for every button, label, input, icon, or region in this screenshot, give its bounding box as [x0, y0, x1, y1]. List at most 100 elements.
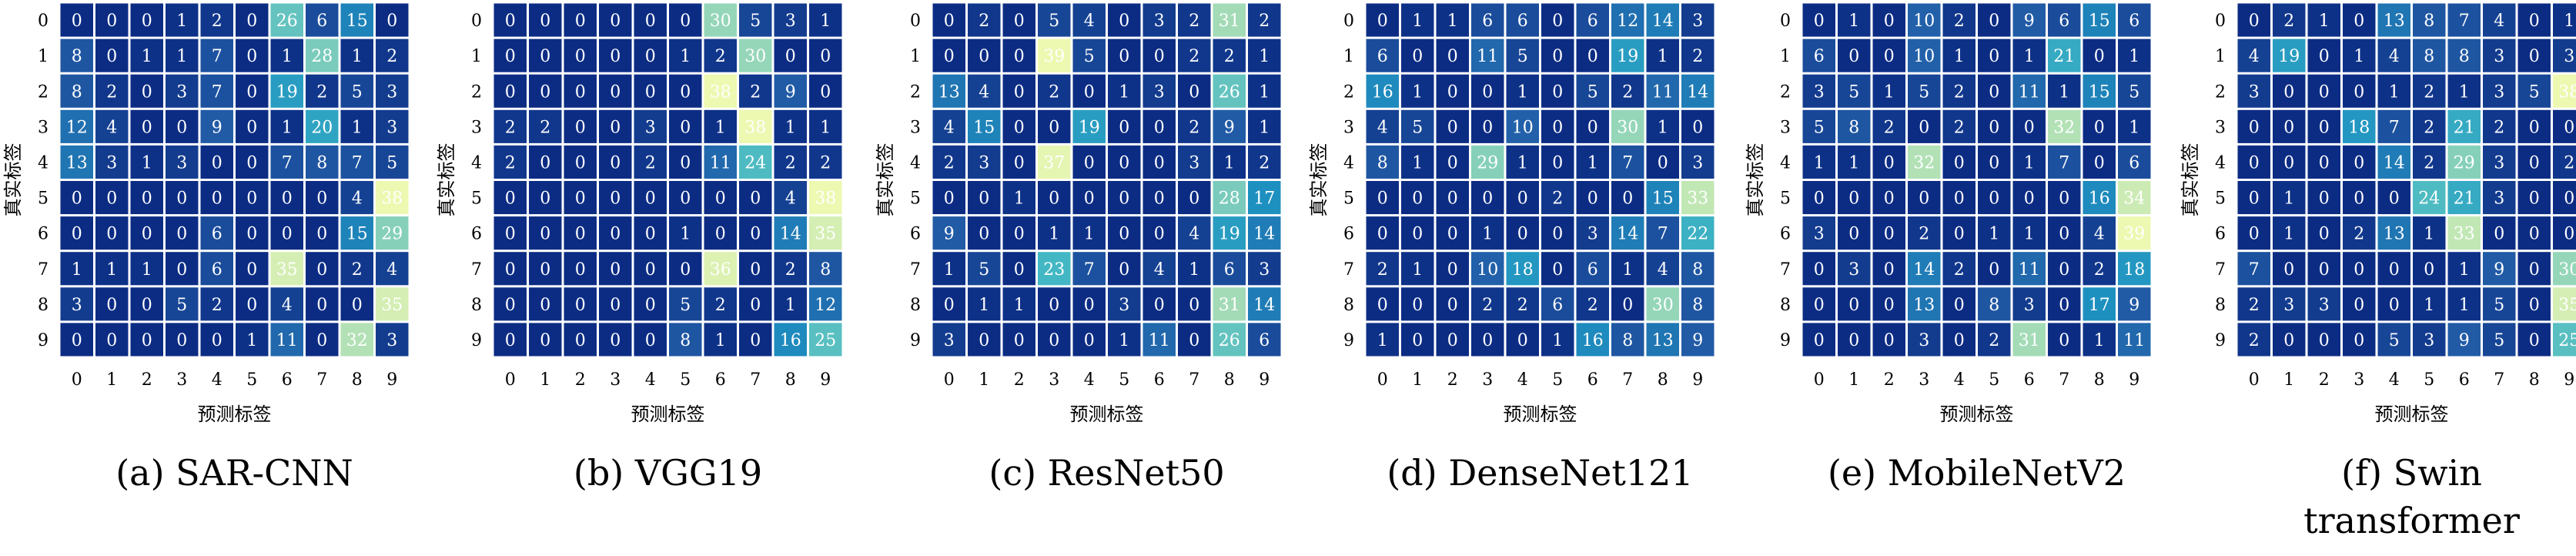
heatmap-cell	[1142, 39, 1176, 72]
heatmap-cell	[669, 3, 702, 37]
cell-value-label: 1	[2319, 12, 2330, 31]
heatmap-cell	[2012, 74, 2046, 108]
heatmap-cell	[1178, 287, 1211, 321]
cell-value-label: 0	[1447, 47, 1458, 66]
heatmap-cell	[2083, 109, 2116, 143]
cell-value-label: 2	[979, 12, 989, 31]
cell-value-label: 18	[2123, 260, 2145, 280]
y-tick-label: 8	[471, 296, 482, 315]
heatmap-cell	[1576, 323, 1609, 357]
cell-value-label: 8	[680, 331, 691, 350]
cell-value-label: 18	[2348, 118, 2370, 137]
cell-value-label: 1	[785, 296, 796, 315]
cell-value-label: 0	[1989, 260, 1999, 280]
cell-value-label: 0	[1989, 153, 1999, 172]
cell-value-label: 0	[610, 260, 621, 280]
cell-value-label: 35	[276, 260, 298, 280]
heatmap-cell	[1978, 109, 2011, 143]
heatmap-cell	[564, 39, 597, 72]
cell-value-label: 3	[1692, 153, 1703, 172]
heatmap-cell	[2012, 252, 2046, 286]
y-tick-label: 0	[471, 12, 482, 31]
heatmap-cell	[130, 3, 163, 37]
heatmap-cell	[60, 181, 93, 215]
cell-value-label: 0	[1517, 331, 1528, 350]
cell-value-label: 8	[72, 82, 82, 102]
heatmap-cell	[1838, 252, 1871, 286]
x-tick-label: 0	[72, 370, 82, 390]
heatmap-cell	[704, 109, 737, 143]
y-tick-label: 8	[2215, 296, 2226, 315]
heatmap-cell	[2343, 109, 2376, 143]
heatmap-cell	[1178, 216, 1211, 250]
cell-value-label: 10	[1477, 260, 1498, 280]
cell-value-label: 0	[1447, 153, 1458, 172]
cell-value-label: 0	[1884, 153, 1895, 172]
cell-value-label: 0	[645, 296, 656, 315]
x-tick-label: 1	[979, 370, 989, 390]
cell-value-label: 7	[1622, 153, 1633, 172]
cell-value-label: 0	[212, 189, 222, 209]
x-tick-label: 6	[715, 370, 726, 390]
cell-value-label: 1	[2059, 82, 2069, 102]
cell-value-label: 15	[1652, 189, 1674, 209]
heatmap-cell	[704, 181, 737, 215]
cell-value-label: 0	[2354, 153, 2364, 172]
x-tick-label: 3	[610, 370, 621, 390]
cell-value-label: 0	[1154, 118, 1165, 137]
cell-value-label: 0	[2094, 47, 2105, 66]
y-tick-label: 8	[910, 296, 921, 315]
x-tick-label: 8	[1224, 370, 1235, 390]
heatmap-cell	[1038, 181, 1071, 215]
cell-value-label: 4	[2249, 47, 2260, 66]
heatmap-cell	[1506, 109, 1539, 143]
cell-value-label: 24	[744, 153, 766, 172]
heatmap-cell	[270, 3, 303, 37]
cell-value-label: 7	[1084, 260, 1095, 280]
cell-value-label: 0	[1517, 225, 1528, 244]
y-tick-label: 1	[38, 47, 49, 66]
heatmap-cell	[200, 74, 233, 108]
subfigure-caption: (a) SAR-CNN	[115, 452, 353, 494]
heatmap-cell	[2553, 145, 2576, 179]
heatmap-cell	[340, 252, 373, 286]
heatmap-cell	[564, 145, 597, 179]
cell-value-label: 11	[710, 153, 731, 172]
cell-value-label: 15	[346, 225, 368, 244]
cell-value-label: 2	[715, 296, 726, 315]
cell-value-label: 19	[1079, 118, 1100, 137]
cell-value-label: 0	[246, 118, 257, 137]
heatmap-cell	[932, 109, 965, 143]
cell-value-label: 0	[645, 225, 656, 244]
heatmap-cell	[1108, 109, 1141, 143]
heatmap-cell	[340, 109, 373, 143]
cell-value-label: 0	[1848, 47, 1859, 66]
heatmap-cell	[932, 39, 965, 72]
heatmap-cell	[1506, 252, 1539, 286]
cell-value-label: 3	[944, 331, 955, 350]
cell-value-label: 0	[715, 189, 726, 209]
cell-value-label: 1	[1377, 331, 1388, 350]
cell-value-label: 0	[1989, 189, 1999, 209]
x-tick-label: 3	[1049, 370, 1059, 390]
heatmap-cell	[529, 323, 562, 357]
cell-value-label: 3	[1692, 12, 1703, 31]
heatmap-cell	[968, 145, 1001, 179]
cell-value-label: 0	[2059, 331, 2069, 350]
cell-value-label: 0	[1884, 47, 1895, 66]
cell-value-label: 0	[142, 331, 152, 350]
cell-value-label: 0	[540, 189, 550, 209]
heatmap-cell	[1541, 181, 1574, 215]
heatmap-cell	[2118, 287, 2151, 321]
heatmap-cell	[1366, 39, 1399, 72]
heatmap-cell	[704, 3, 737, 37]
heatmap-cell	[270, 39, 303, 72]
heatmap-cell	[1002, 109, 1035, 143]
cell-value-label: 1	[142, 47, 152, 66]
heatmap-cell	[1611, 323, 1644, 357]
cell-value-label: 0	[1814, 260, 1825, 280]
heatmap-cell	[1646, 181, 1679, 215]
cell-value-label: 1	[979, 296, 989, 315]
x-tick-label: 9	[1692, 370, 1703, 390]
cell-value-label: 8	[2459, 47, 2470, 66]
